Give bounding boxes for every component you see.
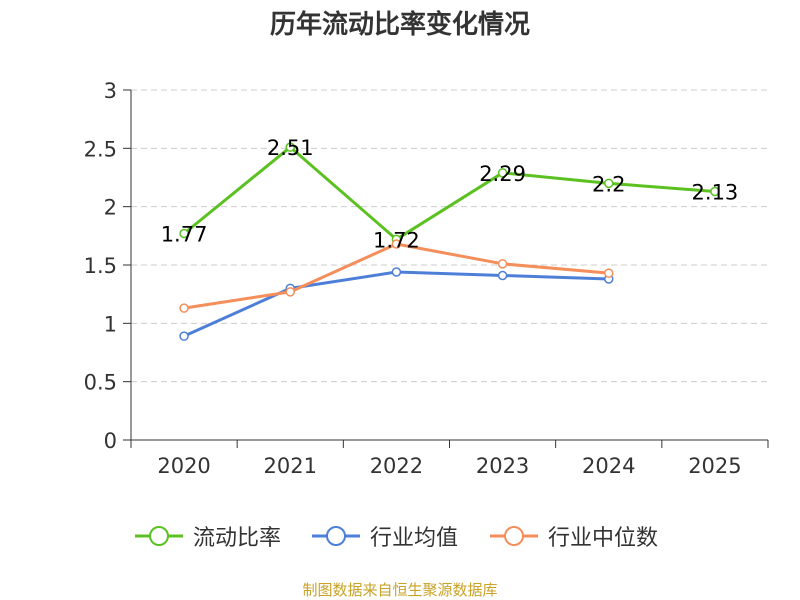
source-note: 制图数据来自恒生聚源数据库 bbox=[302, 581, 498, 599]
legend-label: 行业均值 bbox=[370, 526, 459, 551]
x-tick-label: 2024 bbox=[582, 454, 635, 478]
legend-marker-icon bbox=[135, 526, 183, 546]
y-tick-label: 1.5 bbox=[84, 254, 117, 278]
data-point bbox=[710, 186, 720, 197]
legend-marker-icon bbox=[490, 526, 538, 546]
data-label: 2.51 bbox=[267, 136, 314, 160]
data-label: 2.13 bbox=[692, 181, 739, 205]
y-tick-label: 3 bbox=[104, 79, 117, 103]
x-tick-label: 2025 bbox=[688, 454, 741, 478]
legend-marker-icon bbox=[312, 526, 360, 546]
data-point bbox=[179, 228, 189, 239]
axes: 0 0.5 1 1.5 2 2.5 3 2020 2021 2022 2023 2024 2025 bbox=[84, 79, 769, 478]
series-lines bbox=[179, 142, 720, 341]
chart-title: 历年流动比率变化情况 bbox=[269, 10, 530, 40]
legend: 流动比率 行业均值 行业中位数 bbox=[0, 518, 800, 554]
data-point bbox=[604, 268, 614, 278]
data-point bbox=[391, 267, 402, 277]
y-tick-label: 0 bbox=[104, 429, 117, 453]
series-line-1 bbox=[183, 145, 716, 241]
data-point bbox=[285, 142, 295, 152]
data-label: 1.72 bbox=[373, 228, 420, 252]
series-line-2 bbox=[183, 270, 609, 338]
legend-item[interactable]: 行业中位数 bbox=[488, 518, 658, 554]
y-tick-label: 0.5 bbox=[84, 371, 117, 395]
data-label: 2.2 bbox=[592, 172, 625, 196]
x-tick-label: 2022 bbox=[370, 454, 423, 478]
data-point bbox=[497, 259, 508, 269]
legend-label: 行业中位数 bbox=[548, 526, 659, 551]
data-point bbox=[179, 303, 189, 313]
x-tick-label: 2021 bbox=[264, 454, 317, 478]
legend-item[interactable]: 行业均值 bbox=[310, 518, 458, 554]
data-label: 1.77 bbox=[161, 223, 208, 247]
data-point bbox=[391, 239, 402, 249]
data-point bbox=[497, 168, 508, 178]
x-tick-label: 2020 bbox=[157, 454, 210, 478]
legend-label: 流动比率 bbox=[193, 526, 282, 551]
grid-lines bbox=[131, 89, 768, 383]
y-tick-label: 2.5 bbox=[84, 137, 117, 161]
data-label: 2.29 bbox=[479, 162, 526, 186]
data-point bbox=[604, 178, 614, 189]
x-tick-label: 2023 bbox=[476, 454, 529, 478]
data-labels: 1.77 2.51 1.72 2.29 2.2 2.13 bbox=[161, 136, 739, 252]
y-tick-label: 1 bbox=[104, 312, 117, 336]
data-point bbox=[497, 270, 508, 281]
y-tick-label: 2 bbox=[104, 196, 117, 220]
data-point bbox=[285, 287, 295, 297]
legend-item[interactable]: 流动比率 bbox=[133, 518, 281, 554]
data-point bbox=[179, 331, 189, 341]
